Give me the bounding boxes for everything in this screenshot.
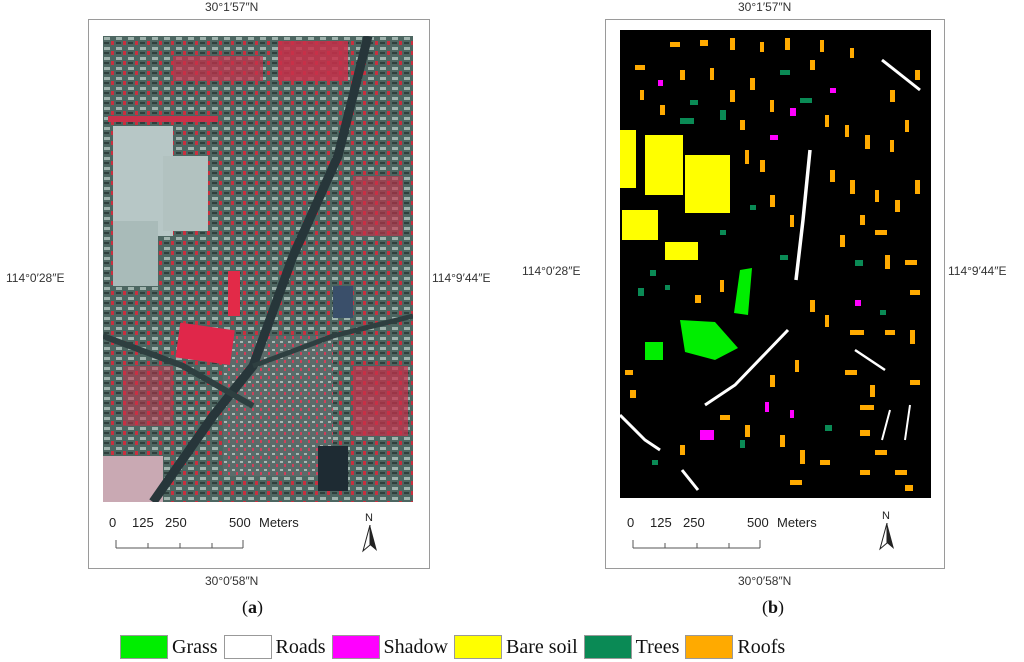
- legend-swatch: [454, 635, 502, 659]
- scale-unit: Meters: [259, 515, 299, 530]
- scale-tick-label: 500: [229, 515, 251, 530]
- north-label: N: [365, 512, 373, 524]
- scale-tick-label: 500: [747, 515, 769, 530]
- north-arrow-icon: [362, 525, 377, 553]
- legend-swatch: [685, 635, 734, 659]
- coord-bottom: 30°0′58″N: [205, 574, 259, 588]
- scale-unit: Meters: [777, 515, 817, 530]
- coord-right: 114°9′44″E: [432, 271, 491, 285]
- scale-bar: [115, 540, 244, 549]
- caption-letter: b: [768, 597, 779, 617]
- legend-item-bare-soil: Bare soil: [454, 635, 578, 659]
- coord-bottom: 30°0′58″N: [738, 574, 792, 588]
- coord-left: 114°0′28″E: [522, 264, 581, 278]
- coord-top: 30°1′57″N: [205, 0, 259, 14]
- legend-label: Trees: [635, 635, 680, 658]
- satellite-image-svg: [103, 36, 413, 502]
- coord-right: 114°9′44″E: [948, 264, 1007, 278]
- scale-tick-label: 250: [683, 515, 705, 530]
- legend-swatch: [331, 635, 380, 659]
- legend-item-grass: Grass: [120, 635, 218, 659]
- legend-swatch: [223, 635, 272, 659]
- legend-item-trees: Trees: [583, 635, 680, 659]
- north-arrow-icon: [879, 523, 894, 551]
- caption-a: (a): [242, 597, 263, 617]
- scale-tick-label: 125: [650, 515, 672, 530]
- north-label: N: [882, 510, 890, 522]
- legend-label: Shadow: [383, 635, 448, 658]
- scale-tick-label: 0: [109, 515, 117, 530]
- coord-top: 30°1′57″N: [738, 0, 792, 14]
- scale-tick-label: 125: [132, 515, 154, 530]
- classification-map: [620, 30, 931, 498]
- legend-label: Roads: [275, 635, 326, 658]
- scale-tick-label: 0: [627, 515, 635, 530]
- classification-map-svg: [620, 38, 921, 491]
- north-arrow: N: [877, 510, 897, 552]
- scale-labels: 0 125 250 500 Meters: [109, 515, 329, 531]
- legend-item-shadow: Shadow: [331, 635, 448, 659]
- scale-bar: [632, 540, 761, 549]
- legend-swatch: [583, 635, 632, 659]
- caption-letter: a: [248, 597, 257, 617]
- coord-left: 114°0′28″E: [6, 271, 65, 285]
- scale-tick-label: 250: [165, 515, 187, 530]
- north-arrow: N: [360, 512, 380, 554]
- legend-label: Bare soil: [506, 635, 578, 658]
- satellite-image: [103, 36, 413, 502]
- panel-a: 30°1′57″N 114°0′28″E 114°9′44″E 30°0′58″…: [0, 0, 520, 625]
- panel-b: 30°1′57″N 114°0′28″E 114°9′44″E 30°0′58″…: [522, 0, 1007, 617]
- caption-b: (b): [762, 597, 785, 617]
- scale-labels: 0 125 250 500 Meters: [627, 515, 847, 531]
- legend-swatch: [120, 635, 168, 659]
- legend-label: Grass: [172, 635, 218, 658]
- legend-item-roads: Roads: [223, 635, 326, 659]
- legend-item-roofs: Roofs: [685, 635, 785, 659]
- legend: Grass Roads Shadow Bare soil Trees Roofs: [120, 632, 791, 662]
- legend-label: Roofs: [737, 635, 786, 658]
